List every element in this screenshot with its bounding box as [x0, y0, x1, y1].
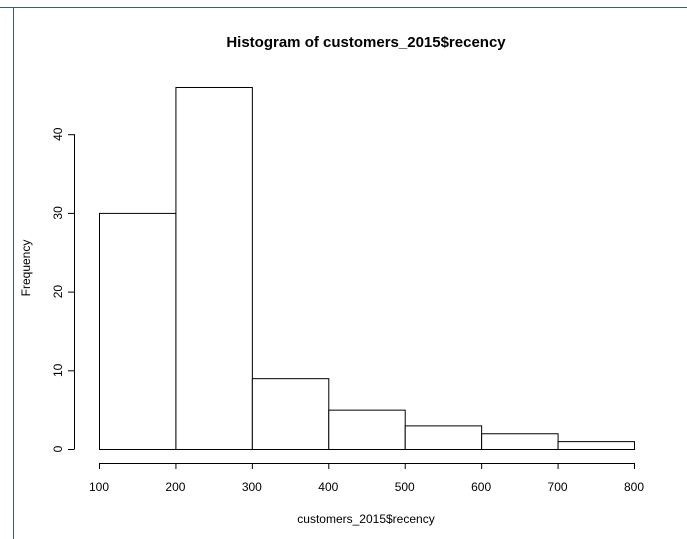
y-axis-label: Frequency — [19, 240, 33, 297]
x-tick-label-300: 300 — [242, 480, 262, 494]
x-tick-label-600: 600 — [471, 480, 491, 494]
histogram-bar-400-500 — [328, 409, 406, 450]
y-tick-label-20: 20 — [51, 285, 65, 299]
histogram-bar-600-700 — [481, 433, 559, 451]
histogram-bar-500-600 — [404, 425, 483, 451]
histogram-bar-100-200 — [99, 212, 177, 450]
x-tick-label-500: 500 — [395, 480, 415, 494]
histogram-bar-700-800 — [557, 441, 635, 451]
y-axis: 0 10 20 30 40 — [51, 127, 75, 452]
histogram-bar-300-400 — [251, 378, 330, 451]
y-tick-label-10: 10 — [51, 363, 65, 377]
histogram-bar-200-300 — [175, 86, 253, 450]
chart-title: Histogram of customers_2015$recency — [226, 34, 506, 51]
histogram-bars — [99, 86, 635, 451]
y-tick-label-40: 40 — [51, 127, 65, 141]
y-tick-label-30: 30 — [51, 206, 65, 220]
y-tick-label-0: 0 — [51, 445, 65, 452]
x-tick-label-100: 100 — [89, 480, 109, 494]
x-tick-label-700: 700 — [548, 480, 568, 494]
x-tick-label-200: 200 — [165, 480, 185, 494]
x-tick-label-400: 400 — [318, 480, 338, 494]
x-axis: 100 200 300 400 500 600 700 800 — [89, 463, 644, 494]
x-tick-label-800: 800 — [624, 480, 644, 494]
x-axis-label: customers_2015$recency — [297, 512, 434, 526]
